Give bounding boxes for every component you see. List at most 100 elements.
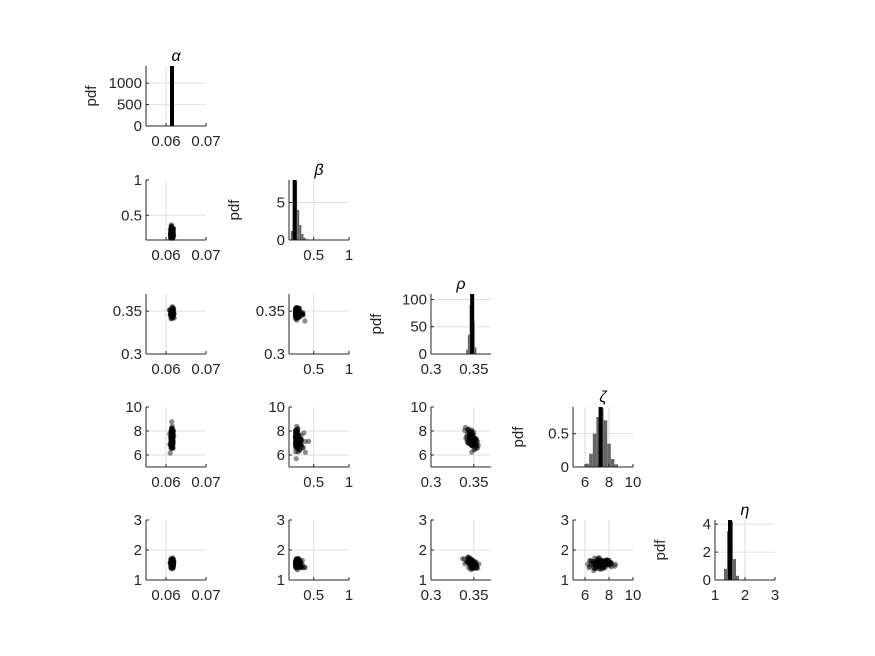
panel-r2-c1-xtick-label: 1: [345, 361, 353, 378]
panel-r4-c3-point: [593, 561, 599, 567]
panel-r4-c3-point: [592, 555, 598, 561]
panel-r4-c1-point: [296, 560, 302, 566]
panel-r4-c1-point: [293, 558, 299, 564]
panel-r2-c2-hist-bar: [467, 334, 470, 354]
panel-r4-c0-point: [169, 560, 175, 566]
panel-r2-c1-point: [293, 309, 299, 315]
panel-r2-c1-ytick-label: 0.3: [264, 346, 285, 363]
panel-r2-c1-point: [294, 310, 300, 316]
panel-r4-c3-point: [604, 557, 611, 564]
panel-r4-c1-point: [295, 559, 301, 565]
panel-r3-c0-point: [170, 435, 176, 441]
panel-r4-c3-point: [596, 562, 602, 568]
panel-r1-c0-point: [167, 231, 173, 237]
panel-r3-c2-point: [471, 439, 477, 445]
panel-r2-c1-point: [293, 310, 299, 316]
panel-r4-c0-point: [169, 559, 175, 565]
panel-r4-c0-point: [168, 556, 174, 562]
panel-r1-c1-hist-bar: [297, 210, 300, 240]
panel-r4-c2-point: [468, 559, 474, 565]
panel-r2-c0-point: [168, 312, 174, 318]
panel-r3-c2-point: [469, 436, 476, 442]
panel-r4-c2-point: [471, 561, 478, 567]
panel-r4-c1-point: [293, 558, 299, 564]
panel-r2-c1-point: [293, 316, 299, 322]
panel-r4-c2-point: [462, 561, 468, 567]
panel-r0-c0: 0.06 0.07 0 500 1000 α pdf: [83, 48, 221, 150]
panel-r4-c2-point: [470, 560, 476, 566]
panel-r4-c3-point: [597, 566, 603, 572]
panel-r2-c0-point: [170, 315, 176, 321]
panel-r2-c1-point: [296, 305, 302, 311]
panel-r4-c0-point: [170, 563, 176, 569]
panel-r2-c1-point: [293, 311, 299, 317]
panel-r2-c0-point: [169, 309, 175, 315]
panel-r1-c0-point: [168, 223, 174, 229]
panel-r2-c0-point: [170, 311, 176, 317]
panel-r4-c3-point: [588, 558, 594, 564]
panel-r4-c2-point: [471, 561, 477, 567]
panel-r4-c3-point: [601, 558, 608, 564]
panel-r2-c1-point: [294, 310, 300, 316]
panel-r4-c3-point: [590, 560, 596, 566]
panel-r3-c0-point: [169, 434, 175, 440]
panel-r3-c2-point: [468, 431, 475, 437]
panel-r3-c1-point: [293, 456, 299, 462]
panel-r2-c1-point: [293, 310, 299, 316]
panel-r1-c0-point: [170, 233, 176, 239]
panel-r4-c4-xtick-label: 1: [711, 587, 719, 604]
panel-r3-c2-point: [473, 437, 479, 443]
panel-r2-c0-point: [168, 311, 174, 317]
panel-r2-c1-point: [293, 310, 300, 316]
panel-r2-c0-point: [169, 308, 175, 314]
panel-r3-c2-plot-area: [431, 407, 491, 467]
panel-r2-c0-point: [169, 312, 175, 318]
panel-r2-c1-point: [295, 308, 301, 314]
panel-r2-c1-point: [294, 312, 300, 319]
panel-r4-c3-point: [608, 560, 614, 566]
panel-r4-c0-point: [169, 561, 175, 567]
panel-r3-c2-point: [469, 428, 475, 434]
panel-r2-c0-plot-area: [146, 294, 206, 354]
panel-r2-c2-plot-area: [431, 294, 491, 354]
panel-r3-c0-point: [169, 432, 175, 438]
panel-r4-c2: 0.3 0.35 1 2 3: [419, 512, 491, 604]
panel-r4-c0-point: [168, 559, 174, 565]
panel-r4-c0-point: [170, 561, 176, 567]
panel-r4-c3-point: [596, 562, 603, 568]
panel-r4-c3-point: [593, 564, 599, 571]
panel-r1-c0-point: [171, 233, 177, 239]
panel-r4-c3-ytick-label: 3: [561, 512, 569, 529]
panel-r3-c1-point: [293, 429, 299, 435]
panel-r2-c1-point: [293, 310, 299, 317]
panel-r4-c1-point: [295, 561, 302, 568]
panel-r4-c1-point: [295, 560, 301, 566]
panel-r3-c2-ytick-label: 8: [419, 423, 427, 440]
panel-r3-c2-point: [466, 441, 472, 447]
panel-r4-c3-point: [597, 560, 603, 566]
panel-r4-c3-point: [596, 557, 602, 563]
panel-r2-c0-point: [170, 312, 176, 318]
panel-r1-c0-ytick-label: 1: [134, 172, 142, 189]
panel-r3-c3-ylabel: pdf: [510, 426, 527, 448]
panel-r4-c1-point: [294, 557, 300, 564]
panel-r3-c1-point: [294, 434, 300, 441]
panel-r4-c0-point: [169, 561, 175, 567]
panel-r3-c0-point: [170, 432, 176, 438]
panel-r4-c1-point: [294, 559, 300, 565]
panel-r3-c2-point: [469, 434, 475, 440]
panel-r1-c0-point: [169, 235, 175, 241]
panel-r1-c0-point: [168, 233, 175, 239]
panel-r4-c0-point: [170, 559, 176, 565]
panel-r0-c0-xtick-label: 0.06: [151, 133, 180, 150]
panel-r3-c1-point: [293, 434, 299, 440]
panel-r3-c0-point: [168, 435, 174, 441]
panel-r3-c2-point: [472, 435, 478, 441]
panel-r3-c0-point: [168, 430, 175, 436]
panel-r4-c1-point: [293, 558, 299, 565]
panel-r4-c3-point: [596, 561, 603, 567]
panel-r2-c1-point: [293, 308, 299, 315]
panel-r2-c1-point: [294, 314, 300, 320]
panel-r3-c2-point: [469, 427, 475, 433]
panel-r4-c1-point: [294, 560, 300, 566]
